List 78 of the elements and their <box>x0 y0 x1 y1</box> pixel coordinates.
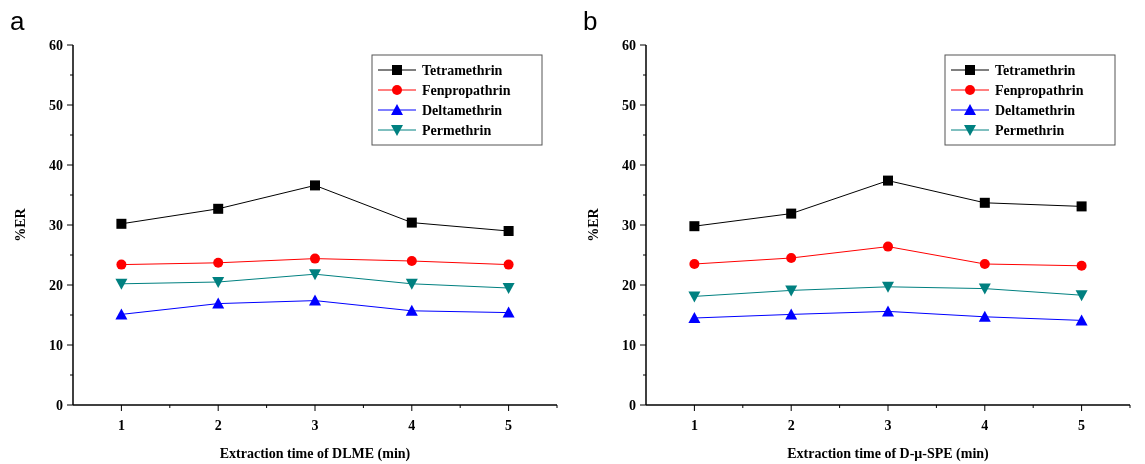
point <box>689 259 700 269</box>
chart-title: a <box>10 6 25 36</box>
y-tick-label: 60 <box>49 38 63 53</box>
point <box>503 259 514 270</box>
y-tick-label: 0 <box>629 398 636 413</box>
point <box>406 256 417 266</box>
y-tick-label: 20 <box>49 278 63 293</box>
point <box>979 197 990 208</box>
point <box>503 226 514 236</box>
point <box>406 217 417 228</box>
point <box>978 310 991 322</box>
point <box>309 294 321 306</box>
point <box>213 257 224 268</box>
x-tick-label: 2 <box>787 418 795 433</box>
point <box>1076 260 1087 271</box>
point <box>978 283 991 295</box>
x-tick-label: 5 <box>505 418 513 433</box>
point <box>1075 290 1088 302</box>
y-tick-label: 30 <box>49 218 63 233</box>
point <box>785 308 798 320</box>
y-tick-label: 60 <box>622 38 636 53</box>
legend-label: Fenpropathrin <box>995 83 1084 98</box>
x-tick-label: 4 <box>408 418 416 433</box>
point <box>116 218 127 229</box>
point <box>1075 314 1088 326</box>
x-tick-label: 3 <box>884 418 892 433</box>
legend-label: Tetramethrin <box>995 63 1076 78</box>
point <box>116 259 127 270</box>
x-tick-label: 3 <box>311 418 319 433</box>
x-tick-label: 1 <box>117 418 125 433</box>
point <box>688 312 701 323</box>
point <box>212 277 225 288</box>
legend-label: Tetramethrin <box>422 63 503 78</box>
y-axis-title: %ER <box>586 207 601 242</box>
x-tick-label: 5 <box>1078 418 1086 433</box>
x-axis-title: Extraction time of DLME (min) <box>219 446 411 462</box>
chart-title: b <box>583 6 598 36</box>
point <box>882 281 894 293</box>
point <box>786 208 797 219</box>
point <box>115 278 128 290</box>
y-tick-label: 10 <box>622 338 636 353</box>
point <box>1076 201 1087 212</box>
point <box>689 221 700 232</box>
y-tick-label: 0 <box>56 398 63 413</box>
legend-label: Deltamethrin <box>995 103 1076 118</box>
point <box>213 203 224 214</box>
y-tick-label: 40 <box>49 158 63 173</box>
y-tick-label: 50 <box>622 98 636 113</box>
y-tick-label: 30 <box>622 218 636 233</box>
legend-label: Deltamethrin <box>422 103 503 118</box>
point <box>502 283 515 294</box>
point <box>786 253 797 263</box>
x-tick-label: 1 <box>690 418 698 433</box>
point <box>882 305 894 317</box>
y-tick-label: 50 <box>49 98 63 113</box>
point <box>212 297 225 309</box>
point <box>309 269 321 281</box>
legend-label: Fenpropathrin <box>422 83 511 98</box>
legend-label: Permethrin <box>422 123 492 138</box>
x-tick-label: 4 <box>981 418 989 433</box>
legend-label: Permethrin <box>995 123 1065 138</box>
x-axis-title: Extraction time of D-μ-SPE (min) <box>787 446 990 462</box>
point <box>883 175 893 186</box>
point <box>405 304 418 316</box>
point <box>502 306 515 318</box>
point <box>979 259 990 269</box>
x-tick-label: 2 <box>214 418 222 433</box>
point <box>688 291 701 303</box>
y-axis-title: %ER <box>13 207 28 242</box>
point <box>115 308 128 320</box>
y-tick-label: 20 <box>622 278 636 293</box>
point <box>310 180 320 191</box>
point <box>785 285 798 297</box>
point <box>405 278 418 290</box>
point <box>883 241 893 252</box>
y-tick-label: 40 <box>622 158 636 173</box>
point <box>310 253 320 264</box>
y-tick-label: 10 <box>49 338 63 353</box>
